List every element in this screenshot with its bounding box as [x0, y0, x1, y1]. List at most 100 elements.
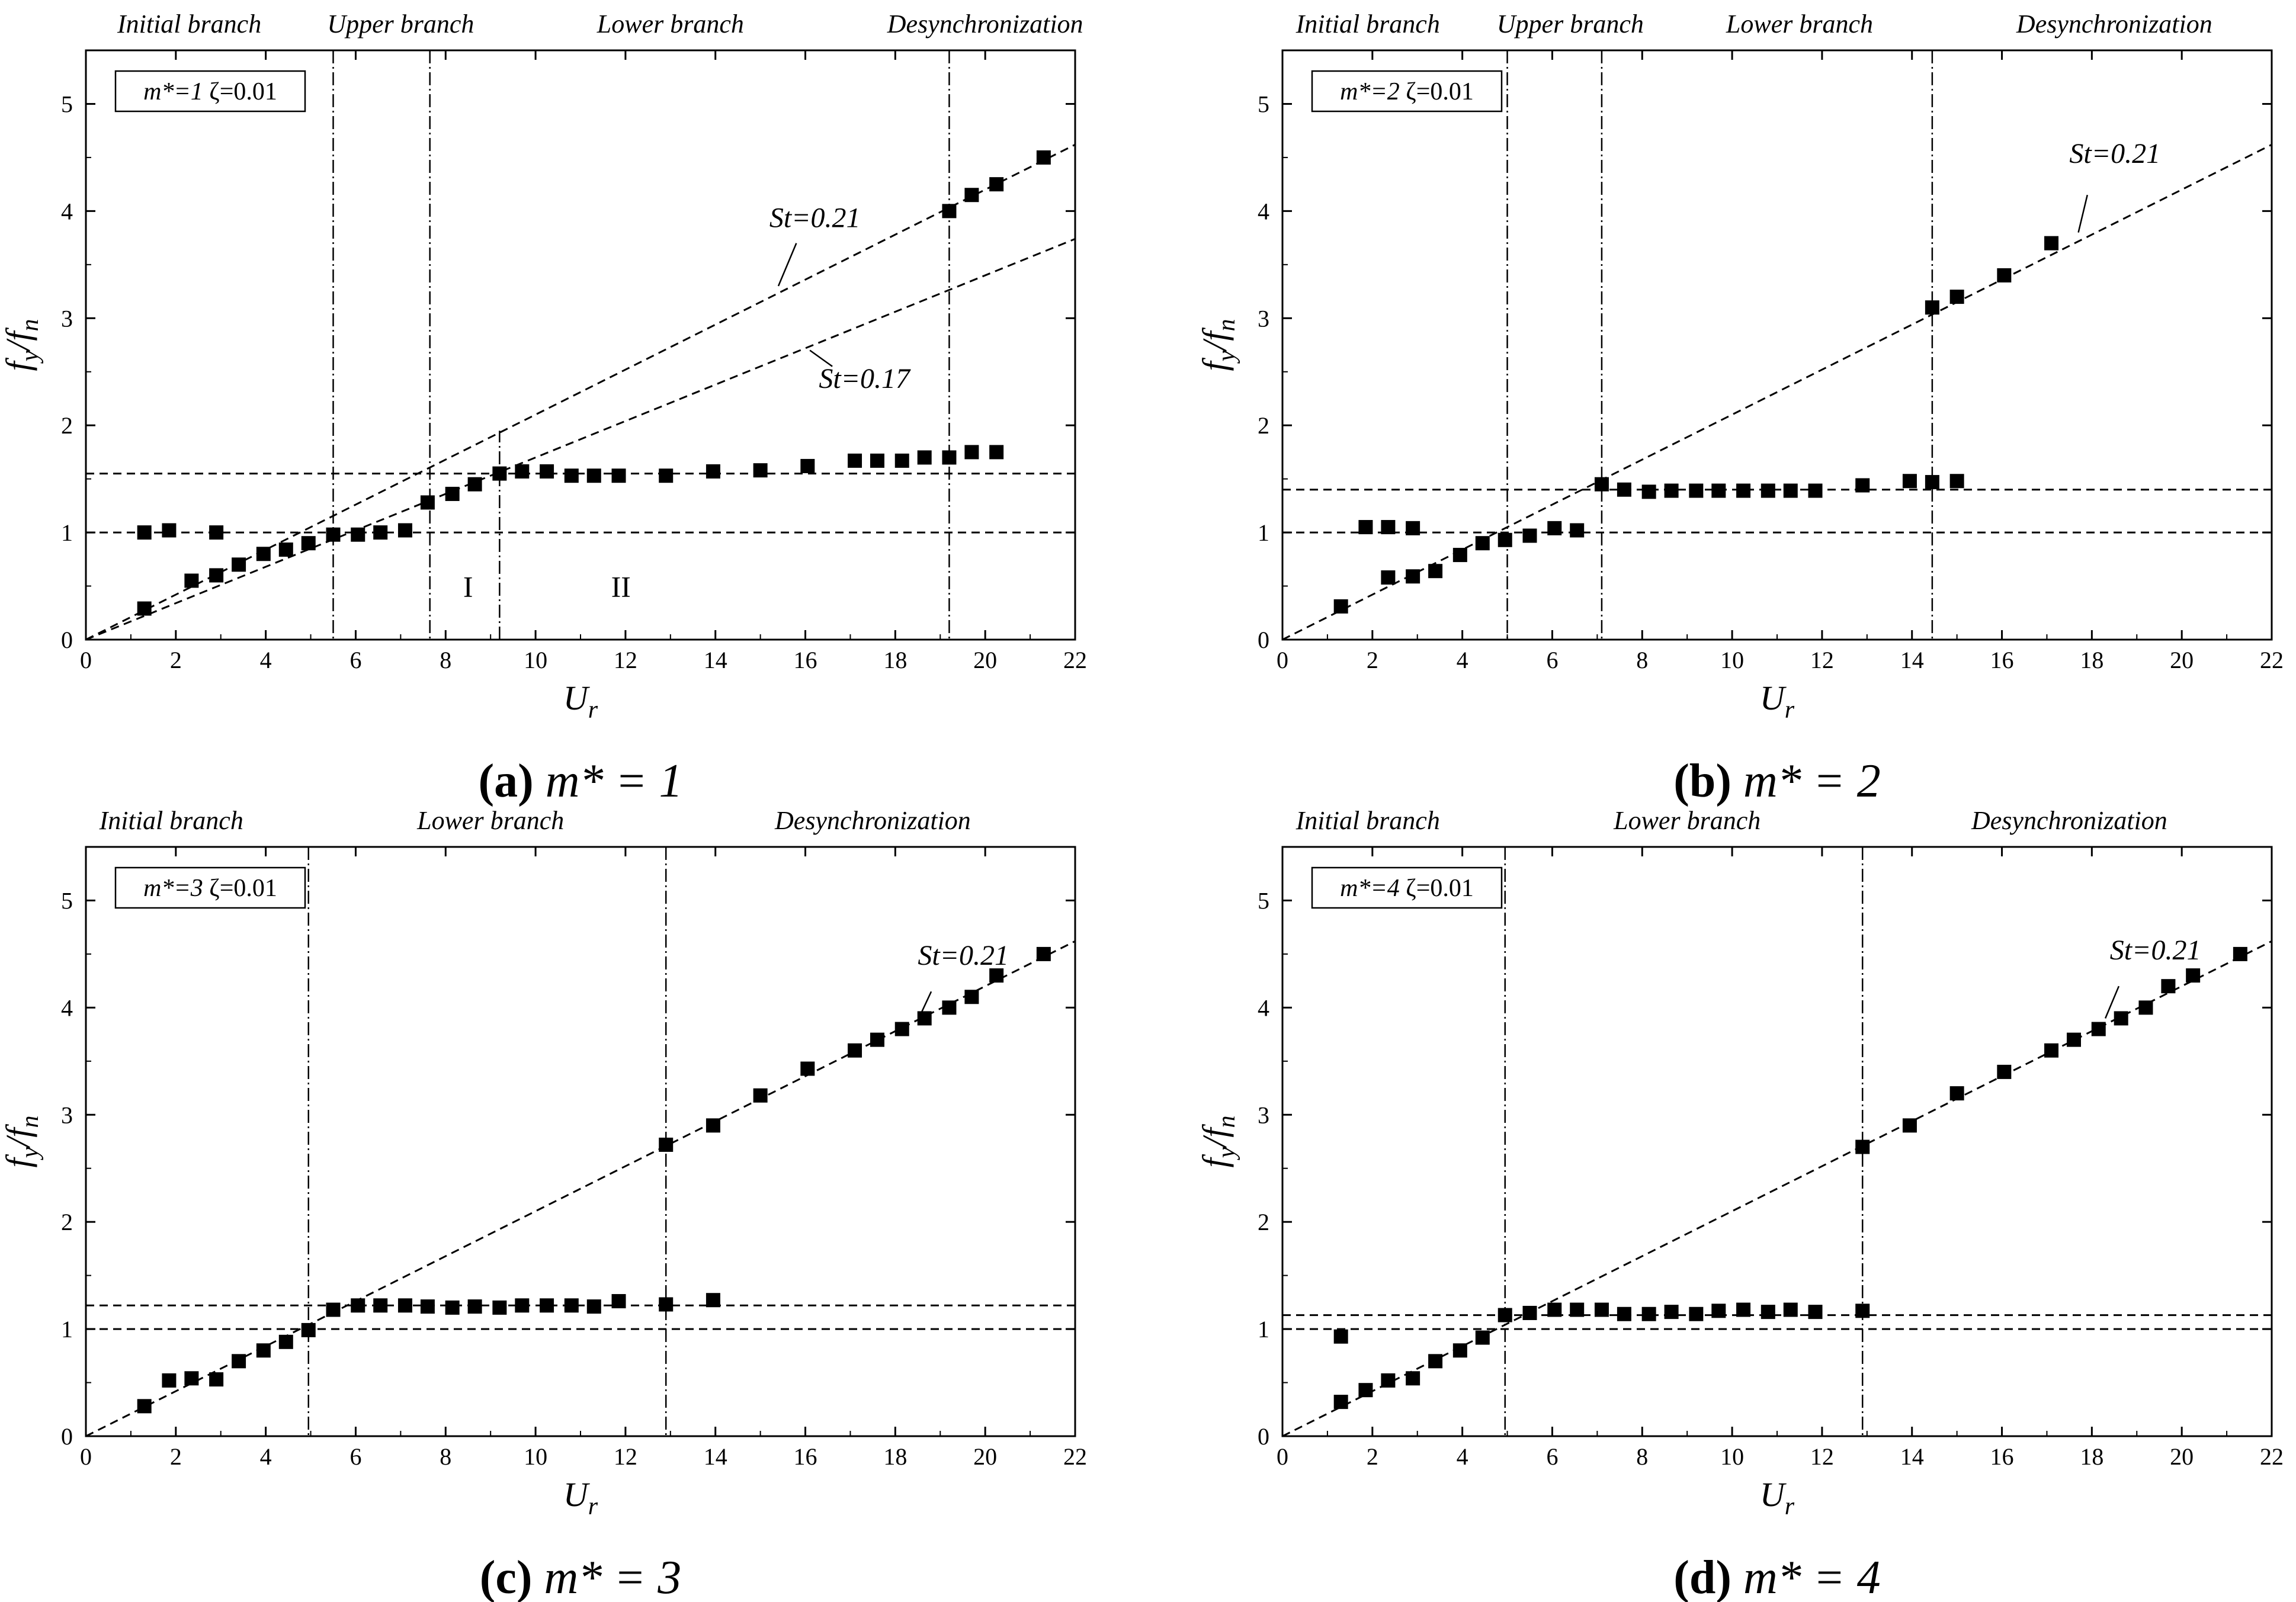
data-point: [1855, 1139, 1870, 1154]
data-point: [1428, 564, 1443, 579]
data-point: [351, 527, 365, 542]
strouhal-leader: [2104, 985, 2120, 1019]
data-point: [467, 477, 482, 492]
data-point: [1036, 150, 1051, 165]
y-tick-label: 4: [1258, 198, 1269, 224]
caption-letter: (b): [1673, 755, 1743, 807]
data-point: [1358, 1383, 1373, 1398]
param-box: [114, 866, 306, 909]
data-point: [848, 1043, 862, 1058]
data-point: [540, 1298, 554, 1313]
data-point: [917, 1011, 932, 1026]
data-point: [492, 466, 507, 481]
strouhal-line: [86, 238, 1075, 640]
data-point: [232, 557, 246, 572]
data-point: [1617, 482, 1631, 497]
data-point: [2067, 1032, 2081, 1047]
strouhal-line: [86, 940, 1075, 1436]
data-point: [1949, 1086, 1964, 1101]
y-axis-title-part: n: [1213, 1115, 1240, 1128]
x-axis-symbol: U: [1760, 1475, 1787, 1514]
x-tick-label: 2: [1367, 647, 1378, 673]
y-tick-label: 4: [61, 198, 73, 224]
plot-area: [86, 50, 1075, 640]
data-point: [492, 1300, 507, 1315]
data-point: [278, 542, 293, 557]
x-tick-label: 8: [440, 1443, 451, 1470]
param-box-text: m*=4 ζ=0.01: [1340, 875, 1474, 902]
caption-text: m* = 4: [1743, 1552, 1881, 1602]
data-point: [467, 1299, 482, 1314]
data-point: [1736, 483, 1751, 498]
data-point: [1594, 1302, 1609, 1317]
data-point: [420, 495, 435, 510]
strouhal-leader: [777, 243, 797, 287]
x-tick-label: 0: [1277, 647, 1288, 673]
x-tick-label: 8: [1636, 1443, 1648, 1470]
branch-label: Desynchronization: [887, 9, 1083, 38]
data-point: [1381, 570, 1396, 585]
data-point: [1761, 1305, 1775, 1320]
data-point: [848, 453, 862, 468]
data-point: [445, 486, 460, 501]
x-tick-label: 10: [1720, 647, 1744, 673]
data-point: [373, 525, 388, 540]
x-tick-label: 14: [704, 647, 727, 673]
data-point: [1711, 483, 1726, 498]
data-point: [1617, 1306, 1631, 1321]
data-point: [137, 1399, 152, 1414]
data-point: [564, 468, 579, 483]
x-tick-label: 4: [1457, 647, 1468, 673]
data-point: [989, 445, 1004, 460]
data-point: [753, 463, 768, 478]
param-mass-ratio: m*=1: [143, 78, 209, 105]
x-tick-label: 4: [260, 647, 272, 673]
x-tick-label: 6: [1546, 1443, 1558, 1470]
data-point: [2233, 946, 2247, 961]
x-tick-label: 10: [1720, 1443, 1744, 1470]
x-tick-label: 16: [794, 1443, 817, 1470]
data-point: [1925, 300, 1939, 315]
x-tick-label: 14: [1900, 1443, 1924, 1470]
x-tick-label: 8: [440, 647, 451, 673]
data-point: [942, 1000, 957, 1015]
param-damping: ζ=0.01: [209, 78, 277, 105]
data-point: [1997, 268, 2012, 282]
y-axis-title: fy/fn: [0, 319, 44, 371]
branch-label: Desynchronization: [774, 806, 971, 835]
data-point: [326, 527, 341, 542]
data-point: [301, 536, 316, 551]
branch-label: Lower branch: [1726, 9, 1873, 38]
x-tick-label: 18: [2080, 647, 2103, 673]
data-point: [659, 1297, 674, 1312]
y-tick-label: 0: [1258, 1423, 1269, 1450]
data-point: [1949, 290, 1964, 304]
branch-label: Upper branch: [327, 9, 474, 38]
x-tick-label: 8: [1636, 647, 1648, 673]
data-point: [1689, 483, 1704, 498]
x-axis-symbol: U: [1760, 679, 1787, 717]
data-point: [659, 1137, 674, 1152]
data-point: [1452, 548, 1467, 563]
data-point: [1902, 474, 1917, 489]
y-tick-label: 2: [61, 1209, 73, 1235]
x-tick-label: 6: [349, 1443, 361, 1470]
data-point: [1855, 478, 1870, 493]
data-point: [373, 1298, 388, 1313]
data-point: [256, 1343, 271, 1358]
plot-area: [86, 847, 1075, 1436]
chart-panel-2: St=0.210 2 4 6 8 10 12 14 16 18 20 22012345Initial …: [1195, 9, 2284, 807]
chart-panel-4: St=0.210 2 4 6 8 10 12 14 16 18 20 22012345Initial …: [1195, 806, 2284, 1602]
x-tick-label: 14: [704, 1443, 727, 1470]
chart-panel-3: St=0.210 2 4 6 8 10 12 14 16 18 20 22012345Initial …: [0, 806, 1087, 1602]
strouhal-label: St=0.21: [2069, 138, 2160, 169]
x-tick-label: 2: [170, 647, 182, 673]
x-tick-label: 18: [883, 1443, 907, 1470]
data-point: [1949, 474, 1964, 489]
data-point: [209, 525, 224, 540]
branch-label: Lower branch: [1613, 806, 1761, 835]
data-point: [1475, 536, 1490, 551]
x-tick-label: 22: [2260, 1443, 2284, 1470]
data-point: [1333, 1329, 1348, 1344]
x-tick-label: 14: [1900, 647, 1924, 673]
